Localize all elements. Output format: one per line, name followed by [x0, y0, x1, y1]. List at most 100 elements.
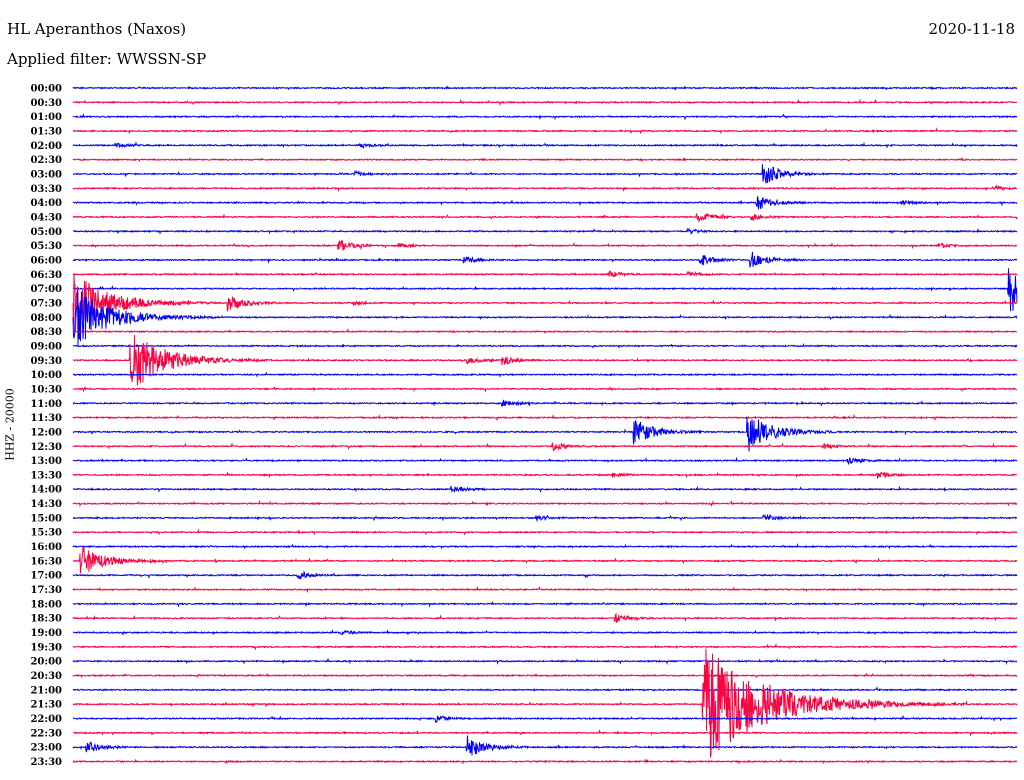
- trace-1800: [72, 601, 1018, 608]
- trace-1530: [72, 528, 1018, 536]
- row-time-label: 18:30: [30, 614, 62, 625]
- row-time-label: 14:00: [30, 485, 62, 496]
- row-time-label: 05:00: [30, 227, 62, 238]
- trace-2100: [72, 686, 1018, 692]
- trace-0630: [72, 270, 1018, 278]
- row-time-label: 12:30: [30, 442, 62, 453]
- row-time-label: 01:30: [30, 126, 62, 137]
- row-time-label: 02:30: [30, 155, 62, 166]
- row-time-label: 17:00: [30, 571, 62, 582]
- trace-0230: [72, 157, 1018, 163]
- row-time-label: 10:00: [30, 370, 62, 381]
- row-time-label: 09:00: [30, 341, 62, 352]
- trace-0600: [72, 251, 1018, 268]
- station-title: HL Aperanthos (Naxos): [7, 20, 187, 38]
- row-time-label: 08:30: [30, 327, 62, 338]
- trace-0330: [72, 184, 1018, 193]
- trace-0300: [72, 164, 1018, 184]
- row-time-label: 00:30: [30, 98, 62, 109]
- trace-2200: [72, 714, 1018, 723]
- trace-0400: [72, 195, 1018, 210]
- row-time-label: 01:00: [30, 112, 62, 123]
- row-time-label: 08:00: [30, 313, 62, 324]
- trace-2230: [72, 729, 1018, 737]
- trace-1230: [72, 442, 1018, 452]
- row-time-label: 21:00: [30, 685, 62, 696]
- trace-0930: [72, 334, 1018, 386]
- filter-label: Applied filter: WWSSN-SP: [7, 50, 207, 68]
- row-time-label: 19:00: [30, 628, 62, 639]
- row-time-label: 21:30: [30, 700, 62, 711]
- trace-2330: [72, 758, 1018, 765]
- row-time-label: 09:30: [30, 356, 62, 367]
- trace-0500: [72, 227, 1018, 236]
- row-time-label: 23:00: [30, 743, 62, 754]
- trace-2030: [72, 672, 1018, 679]
- row-time-label: 07:30: [30, 298, 62, 309]
- trace-1930: [72, 642, 1018, 651]
- row-time-label: 22:00: [30, 714, 62, 725]
- row-time-label: 03:00: [30, 169, 62, 180]
- trace-0830: [72, 328, 1017, 334]
- row-time-label: 18:00: [30, 599, 62, 610]
- trace-1130: [72, 413, 1018, 422]
- trace-0100: [72, 113, 1017, 121]
- trace-1630: [72, 546, 1018, 574]
- row-time-label: 20:00: [30, 657, 62, 668]
- row-time-label: 10:30: [30, 384, 62, 395]
- row-time-label: 14:30: [30, 499, 62, 510]
- trace-0800: [72, 289, 1018, 346]
- trace-1830: [72, 612, 1018, 623]
- trace-2130: [72, 648, 1018, 758]
- trace-1430: [72, 499, 1018, 508]
- trace-2300: [72, 735, 1018, 756]
- row-time-label: 15:30: [30, 528, 62, 539]
- trace-1400: [72, 485, 1018, 494]
- trace-1300: [72, 456, 1018, 466]
- trace-0730: [72, 274, 1018, 332]
- row-time-label: 22:30: [30, 728, 62, 739]
- row-time-label: 15:00: [30, 513, 62, 524]
- trace-0200: [72, 141, 1018, 149]
- row-time-label: 00:00: [30, 84, 62, 95]
- row-time-label: 05:30: [30, 241, 62, 252]
- trace-1600: [72, 543, 1018, 550]
- row-time-label: 06:30: [30, 270, 62, 281]
- trace-2000: [72, 657, 1018, 665]
- trace-1330: [72, 471, 1018, 480]
- trace-1200: [72, 417, 1018, 452]
- trace-0430: [72, 212, 1018, 224]
- row-time-label: 19:30: [30, 642, 62, 653]
- row-time-label: 06:00: [30, 255, 62, 266]
- trace-1030: [72, 385, 1018, 393]
- date-label: 2020-11-18: [928, 20, 1015, 38]
- row-time-label: 20:30: [30, 671, 62, 682]
- trace-0000: [72, 85, 1018, 91]
- trace-0130: [72, 127, 1018, 135]
- row-time-label: 12:00: [30, 427, 62, 438]
- trace-1730: [72, 585, 1018, 594]
- trace-1000: [72, 371, 1018, 378]
- trace-0530: [73, 239, 1018, 251]
- trace-1900: [72, 629, 1018, 637]
- trace-1700: [72, 570, 1018, 580]
- row-time-label: 04:30: [30, 212, 62, 223]
- row-time-label: 02:00: [30, 141, 62, 152]
- row-time-label: 16:00: [30, 542, 62, 553]
- row-time-label: 07:00: [30, 284, 62, 295]
- row-time-label: 16:30: [30, 556, 62, 567]
- row-time-label: 13:30: [30, 470, 62, 481]
- trace-1500: [72, 513, 1017, 523]
- row-time-label: 11:30: [30, 413, 62, 424]
- row-time-label: 23:30: [30, 757, 62, 768]
- row-time-label: 11:00: [30, 399, 62, 410]
- row-time-label: 13:00: [30, 456, 62, 467]
- trace-1100: [72, 399, 1018, 407]
- row-time-label: 17:30: [30, 585, 62, 596]
- trace-0900: [73, 342, 1018, 349]
- trace-0700: [72, 268, 1018, 312]
- row-time-label: 03:30: [30, 184, 62, 195]
- trace-0030: [72, 98, 1018, 107]
- row-time-label: 04:00: [30, 198, 62, 209]
